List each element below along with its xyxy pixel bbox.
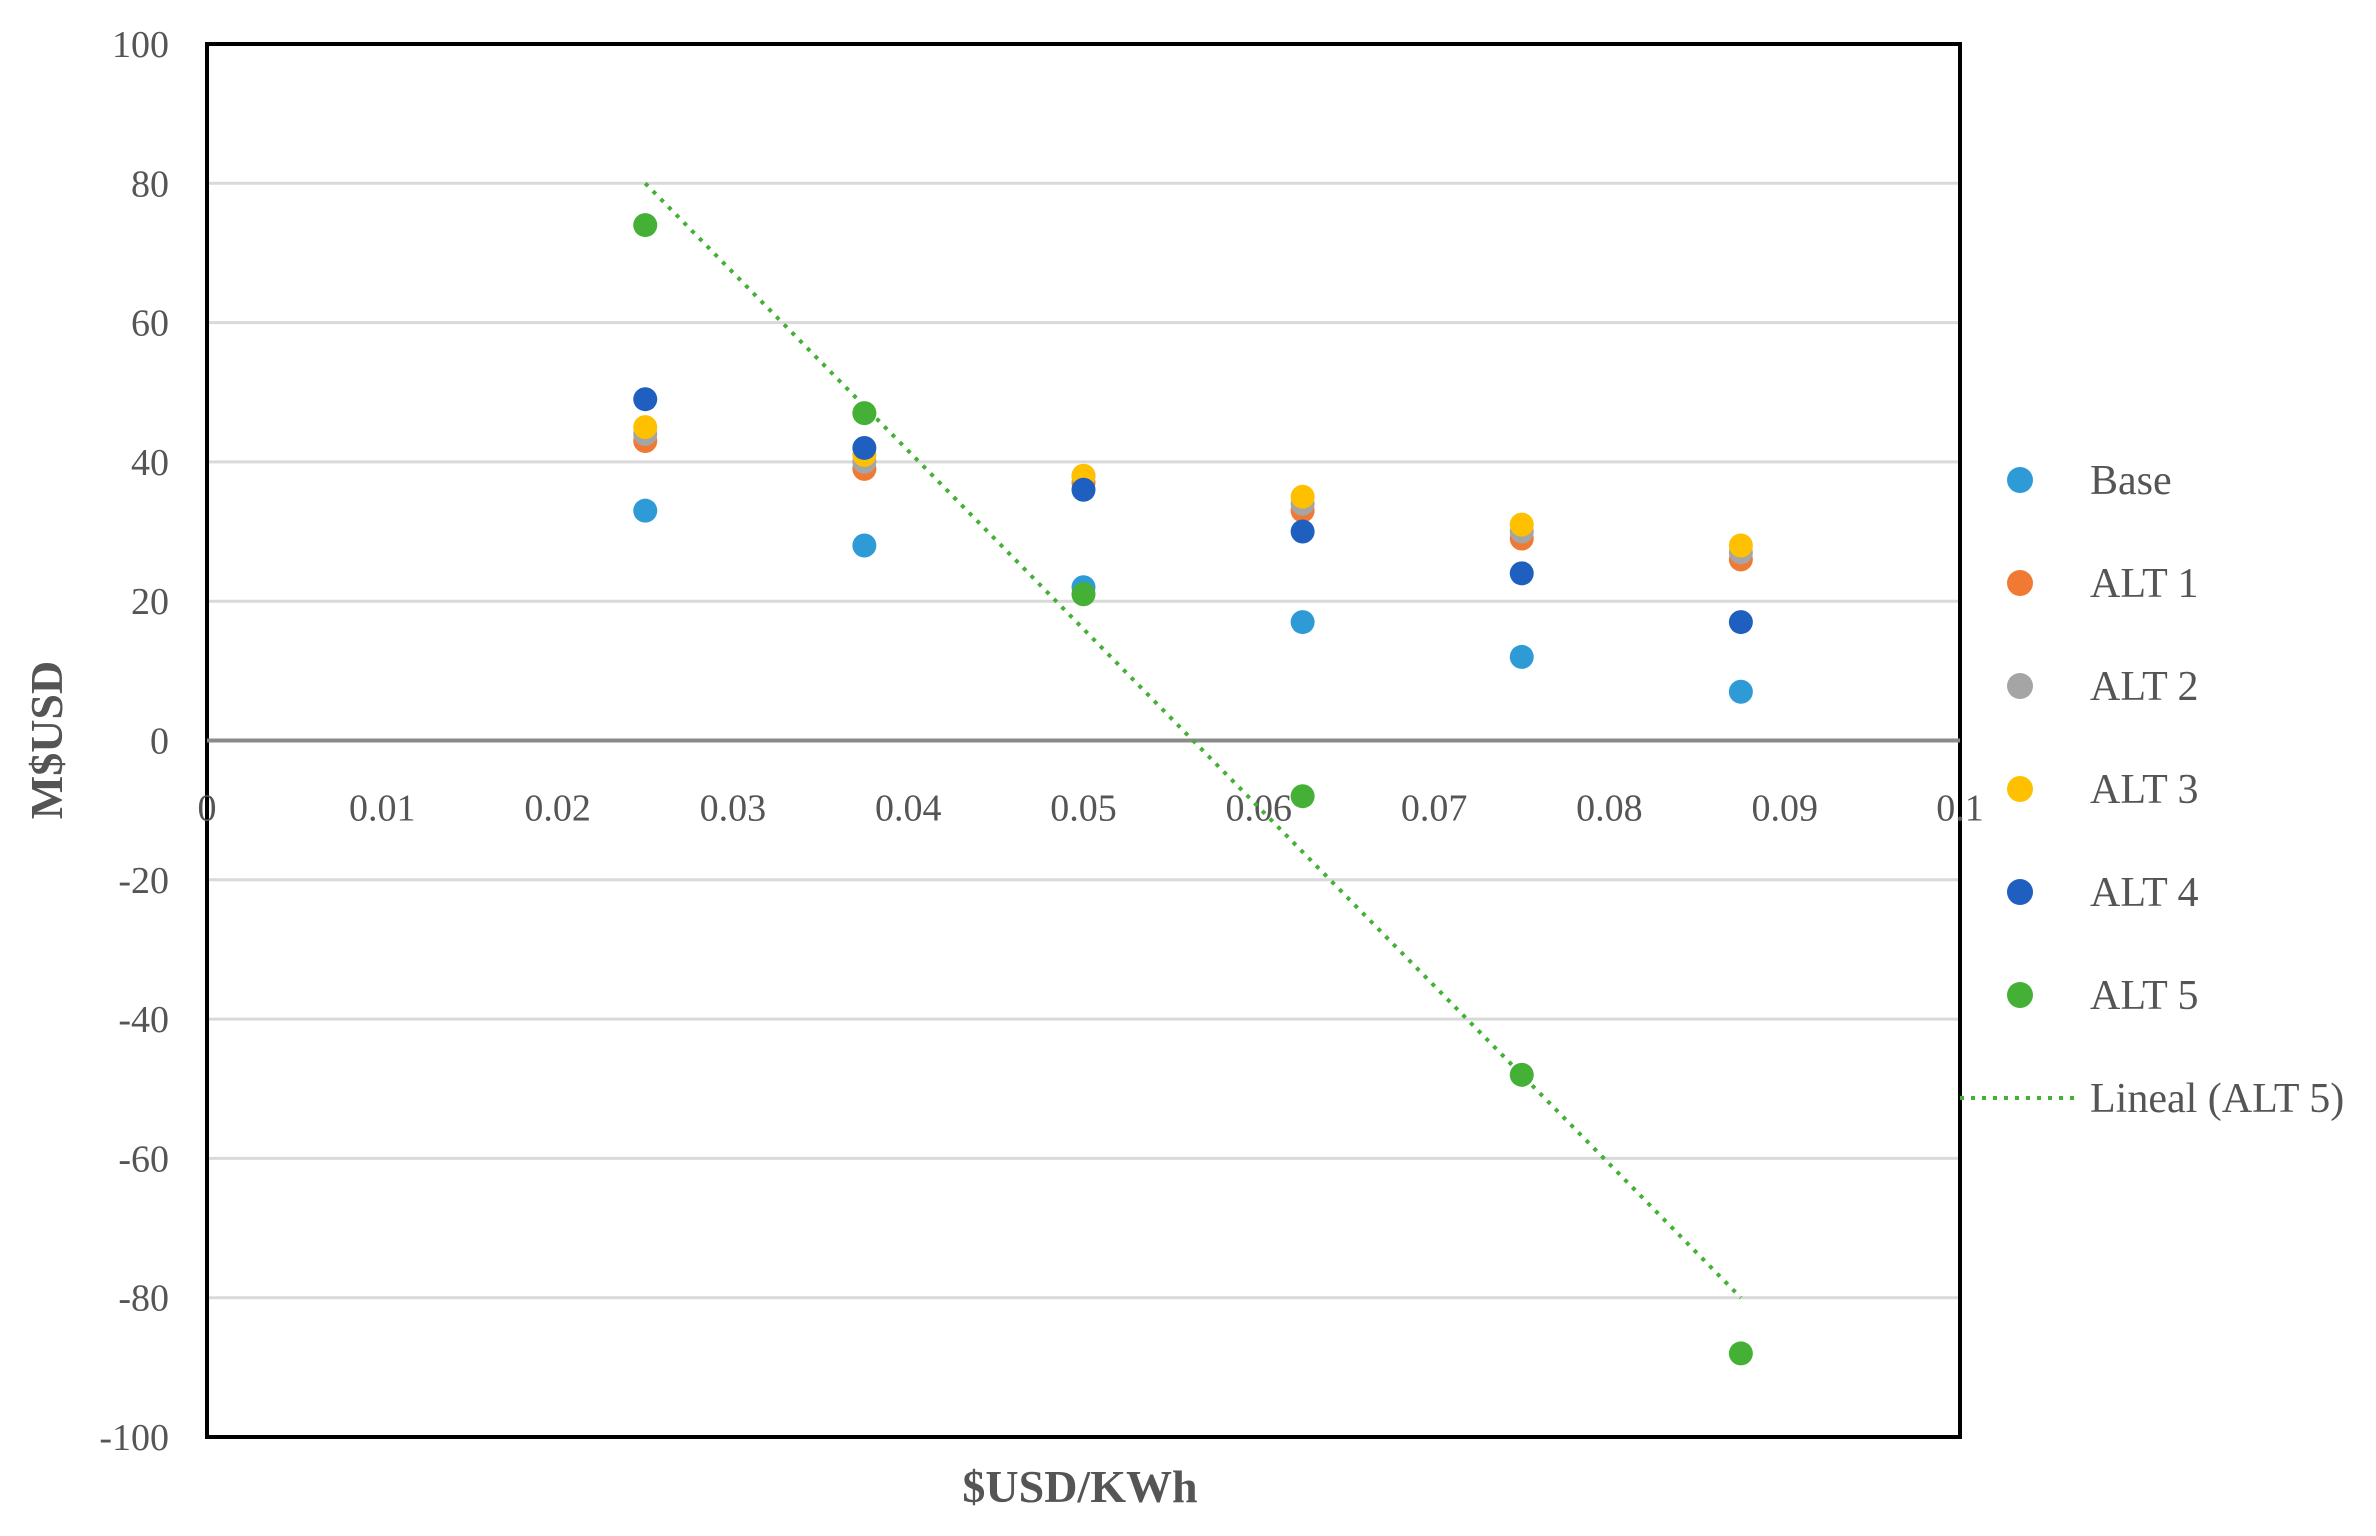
legend-label: ALT 4 (2090, 870, 2199, 916)
point-alt-5 (1290, 784, 1315, 809)
y-tick-label: -100 (99, 1417, 169, 1459)
legend-marker (2007, 570, 2033, 596)
y-tick-label: 0 (150, 721, 169, 763)
point-base (852, 533, 877, 558)
y-axis-title: M$USD (21, 661, 72, 819)
y-tick-label: 80 (131, 163, 169, 205)
point-alt-3 (1728, 533, 1753, 558)
point-base (1290, 610, 1315, 635)
point-alt-3 (1509, 512, 1534, 537)
legend-marker (2007, 467, 2033, 493)
point-alt-3 (1290, 484, 1315, 509)
y-tick-label: 40 (131, 442, 169, 484)
data-points (633, 213, 1753, 1366)
point-alt-5 (1509, 1062, 1534, 1087)
legend-marker (2007, 879, 2033, 905)
point-alt-4 (633, 387, 658, 412)
y-tick-label: -40 (118, 999, 169, 1041)
point-alt-4 (852, 435, 877, 460)
legend-label: Base (2090, 458, 2172, 504)
x-tick-label: 0.02 (524, 788, 591, 830)
point-base (1728, 679, 1753, 704)
y-tick-label: 100 (112, 24, 169, 66)
y-tick-label: 60 (131, 303, 169, 345)
x-tick-label: 0.04 (875, 788, 942, 830)
x-tick-label: 0.09 (1751, 788, 1818, 830)
y-tick-labels: 100 80 60 40 20 0 -20 -40 -60 -80 -100 (99, 24, 169, 1459)
y-tick-label: -20 (118, 860, 169, 902)
legend-label: ALT 1 (2090, 561, 2199, 607)
point-alt-4 (1290, 519, 1315, 544)
legend: Base ALT 1 ALT 2 ALT 3 ALT 4 ALT 5 Lineal (ALT… (1960, 458, 2344, 1122)
legend-label: Lineal (ALT 5) (2090, 1076, 2344, 1122)
y-tick-label: -60 (118, 1138, 169, 1180)
point-alt-4 (1728, 610, 1753, 635)
x-tick-label: 0.05 (1050, 788, 1117, 830)
legend-marker (2007, 673, 2033, 699)
point-alt-5 (852, 401, 877, 426)
y-tick-label: 20 (131, 581, 169, 623)
point-alt-4 (1071, 477, 1096, 502)
trendline (643, 181, 1743, 1300)
legend-label: ALT 2 (2090, 664, 2199, 710)
point-alt-5 (633, 213, 658, 238)
legend-label: ALT 5 (2090, 973, 2199, 1019)
point-alt-5 (1728, 1341, 1753, 1366)
x-tick-label: 0.1 (1936, 788, 1984, 830)
trendline-layer (643, 181, 1743, 1300)
point-alt-4 (1509, 561, 1534, 586)
x-tick-labels: 0 0.01 0.02 0.03 0.04 0.05 0.06 0.07 0.08 0.09 0.1 (198, 788, 1984, 830)
x-tick-label: 0.01 (349, 788, 416, 830)
point-alt-3 (633, 415, 658, 440)
x-tick-label: 0 (198, 788, 217, 830)
x-tick-label: 0.03 (700, 788, 767, 830)
point-alt-5 (1071, 582, 1096, 607)
legend-label: ALT 3 (2090, 767, 2199, 813)
x-tick-label: 0.07 (1401, 788, 1468, 830)
point-base (1509, 644, 1534, 669)
x-tick-label: 0.08 (1576, 788, 1643, 830)
gridlines (207, 181, 1960, 1300)
point-base (633, 498, 658, 523)
legend-marker (2007, 776, 2033, 802)
x-axis-title: $USD/KWh (962, 1461, 1197, 1512)
x-tick-label: 0.06 (1226, 788, 1293, 830)
y-tick-label: -80 (118, 1278, 169, 1320)
legend-marker (2007, 982, 2033, 1008)
